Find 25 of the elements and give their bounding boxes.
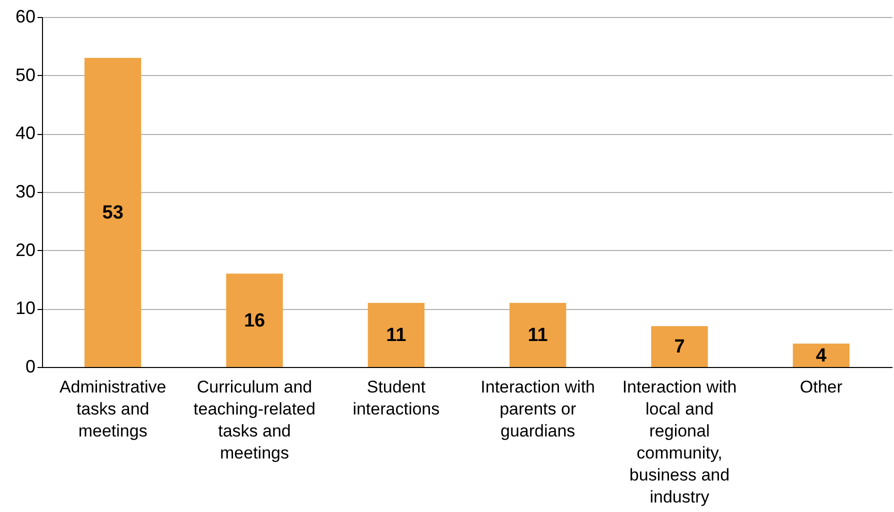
- y-tick-label: 30: [15, 182, 36, 202]
- y-tick-label: 40: [15, 123, 36, 144]
- x-tick-label: Interaction with local and regional community, business and industry: [622, 378, 737, 506]
- y-tick-label: 20: [15, 240, 36, 260]
- data-label: 7: [674, 336, 685, 358]
- bar: [368, 302, 424, 367]
- y-tick-label: 60: [15, 6, 36, 26]
- data-label: 53: [102, 202, 124, 224]
- bar: [792, 344, 850, 367]
- data-label: 16: [244, 310, 266, 332]
- x-tick-label: Other: [800, 378, 843, 396]
- x-tick-label: Student interactions: [352, 378, 440, 418]
- y-tick-label: 10: [15, 298, 36, 318]
- y-tick-label: 0: [25, 356, 36, 376]
- bar: [651, 326, 708, 367]
- data-label: 11: [528, 324, 548, 346]
- x-tick-label: Administrative tasks and meetings: [59, 378, 166, 440]
- bar: [226, 274, 283, 367]
- data-label: 4: [816, 345, 827, 366]
- bar: [510, 302, 566, 367]
- x-tick-label: Interaction with parents or guardians: [480, 378, 596, 440]
- y-tick-label: 50: [15, 64, 36, 85]
- x-tick-label: Curriculum and teaching-related tasks and meetings: [194, 378, 316, 462]
- bar: [84, 58, 142, 367]
- data-label: 11: [386, 324, 407, 346]
